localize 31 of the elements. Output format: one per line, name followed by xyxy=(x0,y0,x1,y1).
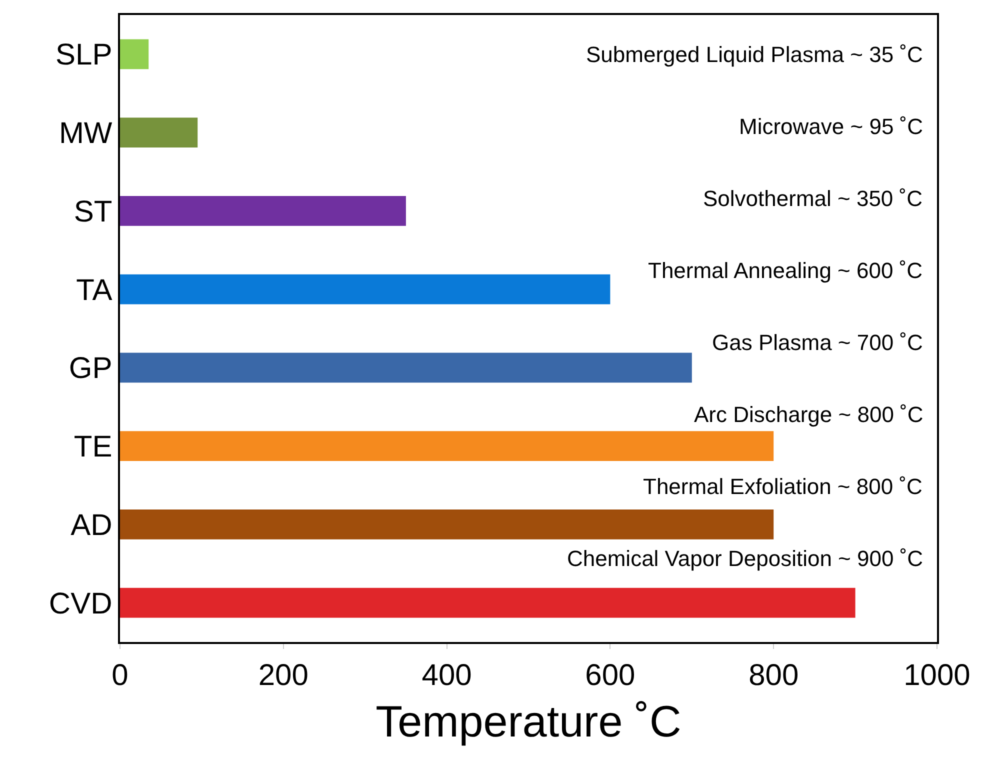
bar xyxy=(120,352,692,383)
x-tick-label: 600 xyxy=(585,658,636,692)
annotation: Arc Discharge ~ 800 ˚C xyxy=(694,402,924,427)
x-tick-label: 1000 xyxy=(904,658,970,692)
bar xyxy=(120,274,610,304)
x-tick-label: 200 xyxy=(258,658,308,692)
bar xyxy=(120,431,774,461)
bar xyxy=(120,510,774,540)
bar xyxy=(120,39,149,70)
annotation: Thermal Annealing ~ 600 ˚C xyxy=(648,258,923,283)
y-tick-label: CVD xyxy=(48,587,112,620)
y-tick-label: TE xyxy=(74,430,112,464)
y-tick-label: AD xyxy=(70,508,112,542)
bar xyxy=(120,118,198,148)
bar xyxy=(120,196,406,226)
x-tick-label: 400 xyxy=(422,658,472,692)
y-tick-label: ST xyxy=(74,195,112,228)
y-tick-label: MW xyxy=(58,117,113,150)
annotation: Submerged Liquid Plasma ~ 35 ˚C xyxy=(586,42,924,67)
annotation: Thermal Exfoliation ~ 800 ˚C xyxy=(643,474,923,499)
annotation: Gas Plasma ~ 700 ˚C xyxy=(712,330,924,355)
bar xyxy=(120,588,856,618)
annotation: Solvothermal ~ 350 ˚C xyxy=(703,186,923,211)
annotation: Microwave ~ 95 ˚C xyxy=(739,114,924,139)
x-axis-title: Temperature ˚C xyxy=(376,698,682,747)
y-tick-label: TA xyxy=(76,274,112,307)
annotation: Chemical Vapor Deposition ~ 900 ˚C xyxy=(567,546,924,571)
x-tick-label: 0 xyxy=(112,658,128,692)
y-tick-label: SLP xyxy=(56,38,112,72)
x-tick-label: 800 xyxy=(748,658,799,692)
y-tick-label: GP xyxy=(68,352,112,386)
